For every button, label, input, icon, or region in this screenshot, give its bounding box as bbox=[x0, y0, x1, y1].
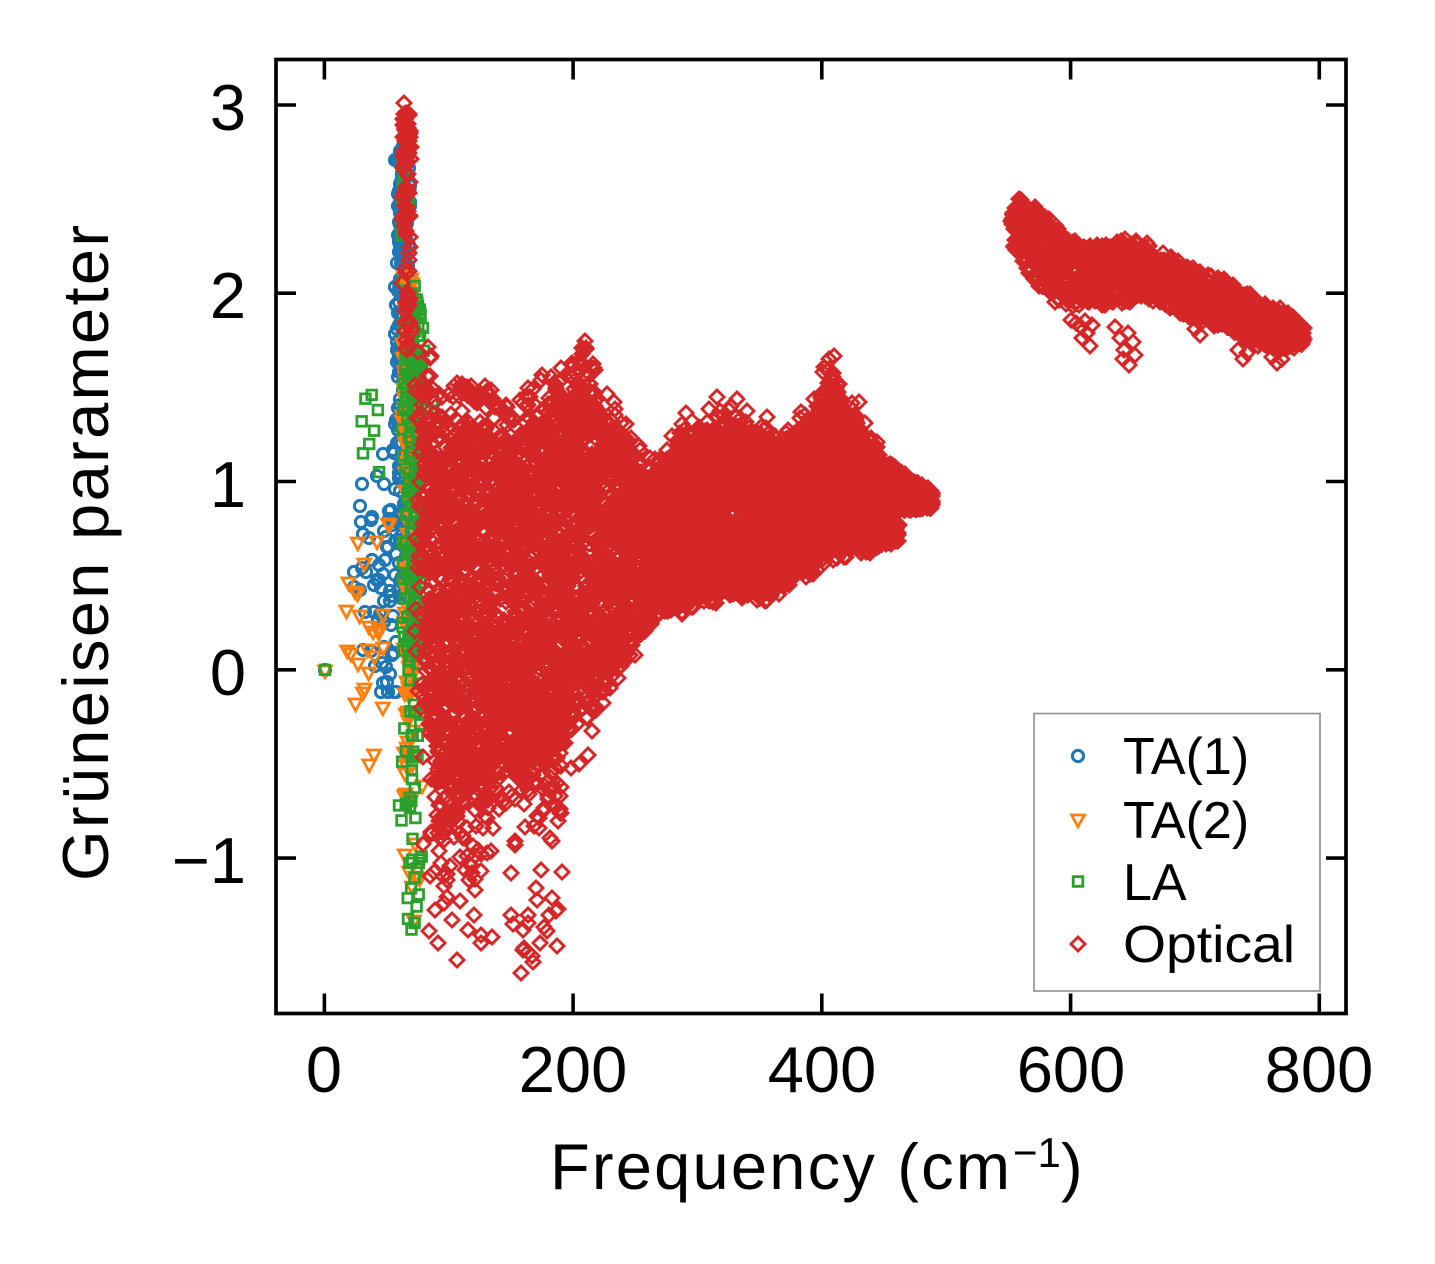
svg-text:2: 2 bbox=[210, 259, 246, 332]
svg-text:): ) bbox=[1061, 1130, 1083, 1203]
svg-text:−1: −1 bbox=[172, 824, 246, 897]
svg-text:TA(2): TA(2) bbox=[1123, 792, 1249, 850]
svg-text:200: 200 bbox=[519, 1033, 627, 1106]
svg-text:LA: LA bbox=[1123, 854, 1187, 912]
svg-text:3: 3 bbox=[210, 71, 246, 144]
svg-text:1: 1 bbox=[210, 448, 246, 521]
svg-text:Grüneisen parameter: Grüneisen parameter bbox=[49, 225, 122, 881]
svg-text:400: 400 bbox=[768, 1033, 876, 1106]
svg-text:0: 0 bbox=[306, 1033, 342, 1106]
svg-text:Frequency (cm: Frequency (cm bbox=[550, 1130, 1010, 1203]
svg-text:800: 800 bbox=[1265, 1033, 1373, 1106]
svg-text:600: 600 bbox=[1017, 1033, 1125, 1106]
svg-text:0: 0 bbox=[210, 636, 246, 709]
svg-text:−1: −1 bbox=[1013, 1129, 1061, 1176]
svg-text:Optical: Optical bbox=[1123, 916, 1295, 974]
svg-text:TA(1): TA(1) bbox=[1123, 728, 1249, 786]
